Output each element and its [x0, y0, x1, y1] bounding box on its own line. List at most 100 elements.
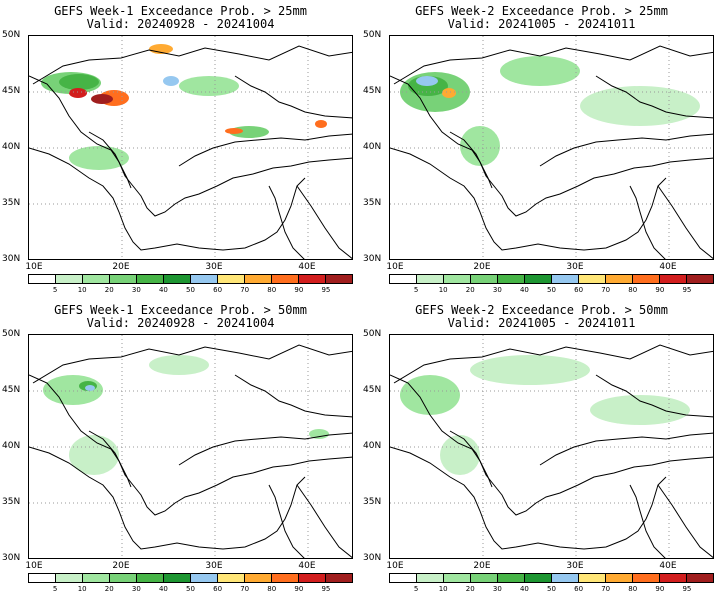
panel-valid-dates: Valid: 20240928 - 20241004 — [86, 316, 275, 330]
panel-valid-dates: Valid: 20241005 - 20241011 — [447, 316, 636, 330]
probability-area — [442, 88, 456, 98]
colorbar-swatch — [444, 275, 471, 283]
latitude-label: 50N — [363, 329, 382, 339]
latitude-label: 35N — [363, 198, 382, 208]
colorbar-tick-label: 80 — [628, 585, 638, 593]
colorbar-tick-label: 60 — [213, 286, 223, 294]
colorbar-tick-label: 95 — [321, 286, 331, 294]
latitude-label: 50N — [363, 30, 382, 40]
colorbar-tick-label: 10 — [438, 286, 448, 294]
coastline — [629, 185, 666, 259]
probability-area — [59, 74, 99, 90]
probability-area — [69, 88, 87, 98]
coastline — [296, 484, 352, 558]
colorbar-tick-label: 40 — [158, 585, 168, 593]
colorbar-tick-label: 30 — [492, 585, 502, 593]
colorbar-tick-label: 70 — [601, 286, 611, 294]
colorbar-tick-label: 90 — [294, 585, 304, 593]
longitude-label: 10E — [386, 262, 404, 272]
colorbar-swatch — [417, 275, 444, 283]
probability-area — [149, 355, 209, 375]
colorbar-tick-label: 70 — [240, 585, 250, 593]
colorbar-tick-label: 5 — [413, 585, 419, 593]
colorbar-tick-label: 90 — [294, 286, 304, 294]
colorbar — [389, 573, 714, 583]
probability-area — [85, 385, 95, 391]
colorbar-swatch — [191, 275, 218, 283]
probability-area — [440, 435, 480, 475]
colorbar-swatch — [164, 275, 191, 283]
colorbar-tick-label: 20 — [465, 286, 475, 294]
coastline — [393, 344, 713, 384]
panel-week1-50mm: GEFS Week-1 Exceedance Prob. > 50mm Vali… — [0, 299, 361, 598]
probability-area — [400, 375, 460, 415]
panel-week1-25mm: GEFS Week-1 Exceedance Prob. > 25mm Vali… — [0, 0, 361, 299]
longitude-label: 20E — [112, 262, 130, 272]
probability-area — [460, 126, 500, 166]
latitude-label: 40N — [363, 441, 382, 451]
latitude-label: 30N — [2, 553, 21, 563]
longitude-label: 30E — [566, 561, 584, 571]
colorbar-swatch — [272, 275, 299, 283]
colorbar-tick-label: 40 — [158, 286, 168, 294]
coastline — [296, 185, 352, 259]
probability-area — [91, 94, 113, 104]
latitude-label: 35N — [2, 198, 21, 208]
panel-valid-dates: Valid: 20240928 - 20241004 — [86, 17, 275, 31]
colorbar — [28, 573, 353, 583]
coastline — [178, 432, 352, 466]
panel-title: GEFS Week-1 Exceedance Prob. > 25mm — [54, 4, 307, 18]
panel-title: GEFS Week-2 Exceedance Prob. > 50mm — [415, 303, 668, 317]
colorbar-tick-label: 50 — [547, 286, 556, 294]
probability-map — [390, 335, 713, 558]
coastline — [268, 185, 305, 259]
colorbar-swatch — [326, 275, 352, 283]
latitude-label: 35N — [363, 497, 382, 507]
panel-week2-50mm: GEFS Week-2 Exceedance Prob. > 50mm Vali… — [361, 299, 722, 598]
coastline — [390, 374, 713, 516]
colorbar-swatch — [245, 275, 272, 283]
panel-title: GEFS Week-1 Exceedance Prob. > 50mm — [54, 303, 307, 317]
colorbar-swatch — [498, 574, 525, 582]
colorbar-tick-label: 30 — [492, 286, 502, 294]
colorbar-tick-label: 5 — [52, 585, 58, 593]
colorbar-swatch — [191, 574, 218, 582]
latitude-label: 45N — [2, 385, 21, 395]
longitude-label: 10E — [386, 561, 404, 571]
colorbar-tick-label: 30 — [131, 585, 141, 593]
coastline — [29, 147, 306, 251]
colorbar-tick-label: 90 — [655, 286, 665, 294]
coastline — [539, 133, 713, 167]
colorbar-swatch — [137, 574, 164, 582]
colorbar-swatch — [606, 574, 633, 582]
colorbar-tick-label: 95 — [682, 585, 692, 593]
probability-area — [580, 86, 700, 126]
coastline — [595, 75, 713, 119]
coastline — [449, 430, 493, 488]
latitude-label: 40N — [2, 441, 21, 451]
longitude-label: 40E — [298, 561, 316, 571]
colorbar-swatch — [660, 574, 687, 582]
colorbar-tick-label: 5 — [52, 286, 58, 294]
coastline — [268, 484, 305, 558]
colorbar-tick-label: 80 — [267, 585, 277, 593]
coastline — [595, 374, 713, 418]
colorbar-swatch — [606, 275, 633, 283]
longitude-label: 30E — [205, 262, 223, 272]
colorbar — [389, 274, 714, 284]
panel-title: GEFS Week-2 Exceedance Prob. > 25mm — [415, 4, 668, 18]
colorbar-tick-label: 70 — [601, 585, 611, 593]
coastline — [539, 432, 713, 466]
probability-map — [29, 36, 352, 259]
coastline — [29, 75, 352, 217]
latitude-label: 30N — [363, 254, 382, 264]
probability-area — [163, 76, 179, 86]
panel-valid-dates: Valid: 20241005 - 20241011 — [447, 17, 636, 31]
colorbar-swatch — [552, 574, 579, 582]
map-area — [389, 35, 714, 260]
colorbar-tick-label: 20 — [104, 585, 114, 593]
probability-area — [315, 120, 327, 128]
coastline — [29, 374, 352, 516]
longitude-label: 20E — [112, 561, 130, 571]
colorbar-swatch — [390, 275, 417, 283]
